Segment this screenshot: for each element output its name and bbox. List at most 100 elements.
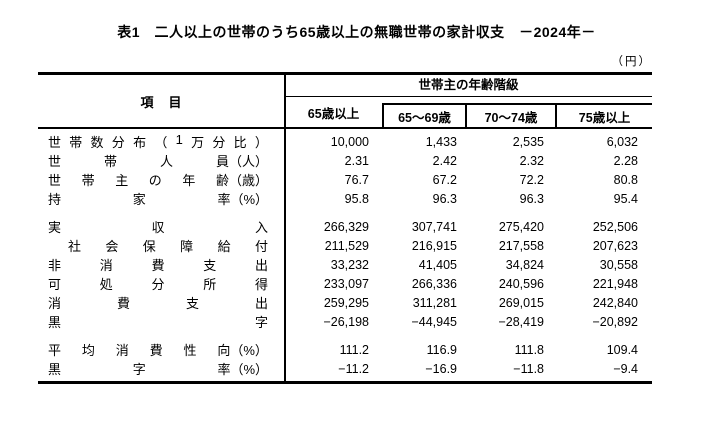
- row-label-token: 主: [115, 173, 129, 188]
- table-row: 消 費 支 出 259,295 311,281 269,015 242,840: [38, 293, 652, 312]
- row-label-token: 比: [233, 135, 247, 150]
- value-cell: 96.3: [432, 191, 457, 206]
- column-header-70-74-label: 70～74歳: [484, 110, 538, 125]
- value-cell: 242,840: [592, 295, 638, 310]
- value-cell: 95.4: [613, 191, 638, 206]
- row-label-token: 持: [48, 192, 62, 207]
- value-cell: 109.4: [606, 342, 638, 357]
- row-label-token: 帯: [103, 154, 117, 169]
- column-header-65plus-label: 65歳以上: [307, 106, 360, 121]
- row-label-token: 出: [254, 296, 268, 311]
- table-title: 表1 二人以上の世帯のうち65歳以上の無職世帯の家計収支 －2024年－: [117, 24, 596, 40]
- table-row: 平 均 消 費 性 向（%） 111.2 116.9 111.8 109.4: [38, 340, 652, 359]
- value-cell: 116.9: [426, 342, 457, 357]
- table-header: 項 目 世帯主の年齢階級 65歳以上 65～69歳 70～74歳: [38, 75, 652, 129]
- row-label-token: 世: [48, 135, 62, 150]
- row-label-token: 性: [183, 343, 197, 358]
- row-label-token: 実: [48, 220, 62, 235]
- column-header-70-74: 70～74歳: [465, 105, 555, 127]
- item-header-cell: 項 目: [38, 75, 285, 127]
- column-header-65-69: 65～69歳: [384, 105, 465, 127]
- row-label-token: 収: [151, 220, 165, 235]
- column-header-65plus: 65歳以上: [285, 97, 382, 127]
- value-cell: −28,419: [498, 314, 544, 329]
- value-cell: 259,295: [323, 295, 369, 310]
- table-row: 世 帯 人 員（人） 2.31 2.42 2.32 2.28: [38, 151, 652, 170]
- value-cell: −9.4: [613, 361, 638, 376]
- value-cell: 72.2: [519, 172, 544, 187]
- row-label-token: 率（%）: [217, 362, 268, 377]
- row-label-token: 障: [180, 239, 194, 254]
- row-label-token: 員（人）: [215, 154, 268, 169]
- row-label-token: 付: [254, 239, 268, 254]
- row-label-token: 支: [185, 296, 199, 311]
- row-label: 世 帯 人 員（人）: [38, 151, 285, 170]
- row-label-token: 黒: [48, 315, 62, 330]
- value-cell: 111.8: [514, 342, 544, 357]
- table-row: 非 消 費 支 出 33,232 41,405 34,824 30,558: [38, 255, 652, 274]
- table-row: 黒字 −26,198 −44,945 −28,419 −20,892: [38, 312, 652, 331]
- value-cell: 216,915: [411, 238, 457, 253]
- row-label: 世 帯 主 の 年 齢（歳）: [38, 170, 285, 189]
- value-cell: 2.42: [432, 153, 457, 168]
- value-cell: 311,281: [412, 295, 457, 310]
- row-label: 消費支出: [38, 293, 285, 312]
- row-label-token: 入: [254, 220, 268, 235]
- table-row: 社 会 保 障 給 付 211,529 216,915 217,558 207,623: [38, 236, 652, 255]
- row-label-token: 齢（歳）: [215, 173, 268, 188]
- value-cell: 240,596: [498, 276, 544, 291]
- value-cell: 80.8: [613, 172, 638, 187]
- value-cell: −26,198: [323, 314, 369, 329]
- row-label-token: 世: [48, 154, 62, 169]
- row-label-token: 非: [48, 258, 62, 273]
- value-cell: 221,948: [592, 276, 638, 291]
- value-cell: −44,945: [411, 314, 457, 329]
- value-cell: 10,000: [330, 134, 369, 149]
- value-cell: 96.3: [519, 191, 544, 206]
- row-label-token: 世: [48, 173, 62, 188]
- row-label-token: （: [154, 135, 168, 150]
- value-cell: −11.8: [513, 361, 544, 376]
- column-group-header-label: 世帯主の年齢階級: [418, 78, 519, 92]
- row-label-token: 布: [133, 135, 147, 150]
- column-header-65-69-label: 65～69歳: [398, 110, 451, 125]
- column-group-header-cell: 世帯主の年齢階級: [285, 75, 652, 97]
- row-label: 平 均 消 費 性 向（%）: [38, 340, 285, 359]
- value-cell: 207,623: [592, 238, 638, 253]
- row-label-token: 1: [175, 132, 183, 147]
- value-cell: −11.2: [338, 361, 369, 376]
- row-label-token: 可: [48, 277, 62, 292]
- value-cell: 2.31: [344, 153, 369, 168]
- row-label-token: 所: [203, 277, 217, 292]
- row-label-token: 帯: [69, 135, 83, 150]
- table-row: 黒 字 率（%） −11.2 −16.9 −11.8 −9.4: [38, 359, 652, 378]
- row-label: 持 家 率（%）: [38, 189, 285, 208]
- value-cell: 233,097: [323, 276, 369, 291]
- value-cell: 2.32: [519, 153, 544, 168]
- table-body: 世帯数分布（1 万分比） 10,000 1,433 2,535 6,032 世帯人員（人） 2…: [38, 129, 652, 378]
- value-cell: 252,506: [592, 219, 638, 234]
- value-cell: 307,741: [411, 219, 457, 234]
- value-cell: 41,405: [418, 257, 457, 272]
- row-label-token: 向（%）: [217, 343, 268, 358]
- row-group: 実 収 入 266,329 307,741 275,420 252,506 社 会 保 障 給 付 211…: [38, 217, 652, 331]
- value-cell: −16.9: [425, 361, 457, 376]
- row-label-token: 給: [217, 239, 231, 254]
- row-label-token: 平: [48, 343, 62, 358]
- value-cell: 111.2: [339, 342, 369, 357]
- row-group: 平 均 消 費 性 向（%） 111.2 116.9 111.8 109.4 黒 字 率（%） −11.2…: [38, 340, 652, 378]
- row-label-token: 家: [132, 192, 146, 207]
- row-label-token: 人: [159, 154, 173, 169]
- row-label-token: 出: [254, 258, 268, 273]
- row-label: 黒字: [38, 312, 285, 331]
- row-label: 可処分所得: [38, 274, 285, 293]
- value-cell: −20,892: [592, 314, 638, 329]
- row-label-token: 率（%）: [217, 192, 268, 207]
- value-cell: 266,336: [411, 276, 457, 291]
- row-label-token: 支: [203, 258, 217, 273]
- row-label-token: 字: [132, 362, 146, 377]
- value-cell: 275,420: [498, 219, 544, 234]
- row-label: 黒 字 率（%）: [38, 359, 285, 378]
- value-cell: 269,015: [498, 295, 544, 310]
